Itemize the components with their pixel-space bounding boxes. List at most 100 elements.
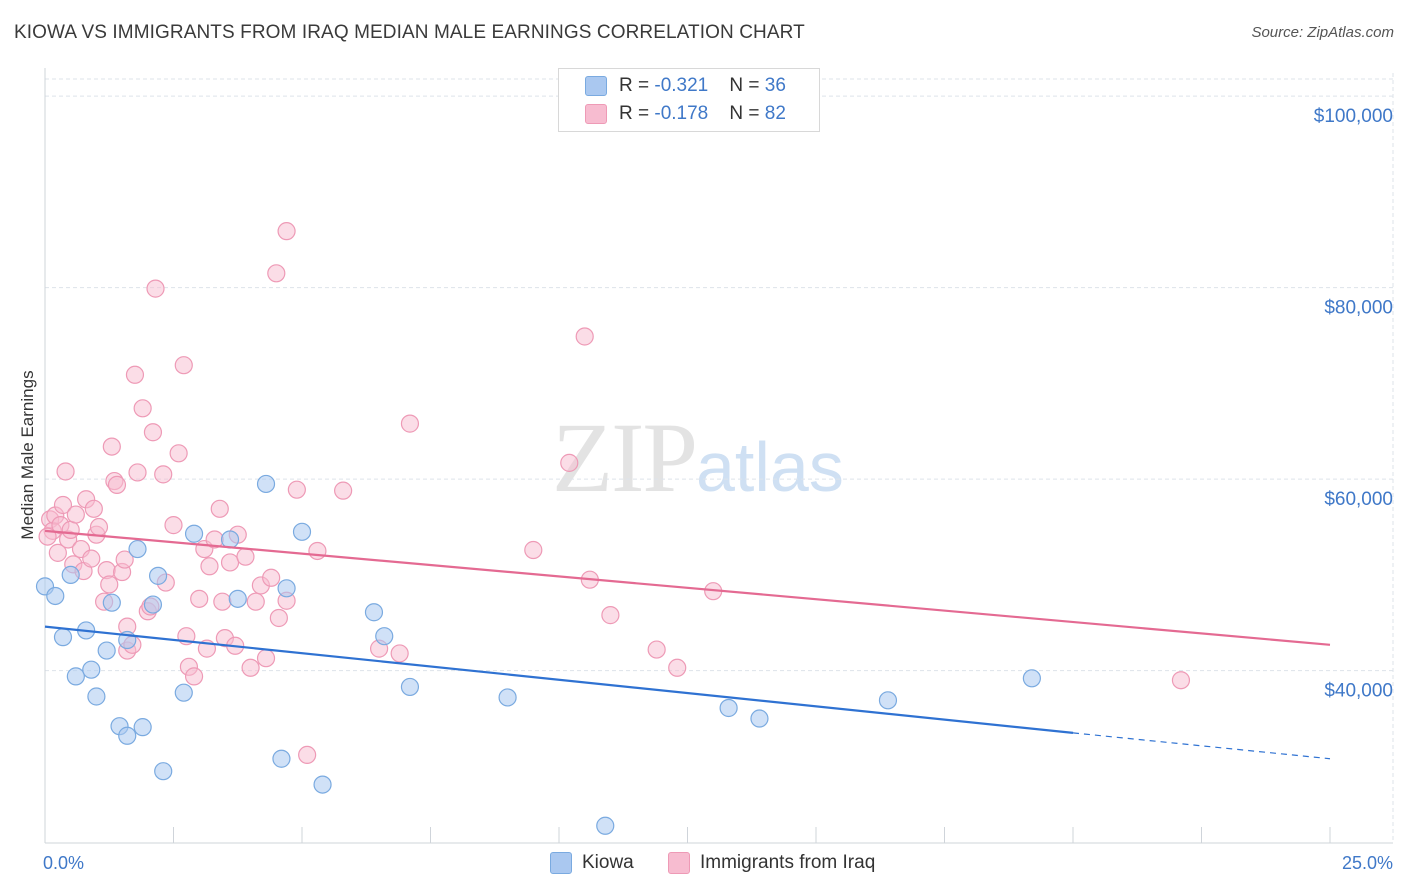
data-point-kiowa [498,688,517,707]
data-point-iraq [84,499,103,518]
data-point-iraq [400,414,420,433]
data-points [35,222,1191,835]
bottom-legend-label-iraq: Immigrants from Iraq [700,852,876,873]
data-point-kiowa [719,698,738,718]
data-point-kiowa [143,595,163,614]
data-point-iraq [66,505,85,524]
data-point-iraq [246,592,265,611]
y-tick-label: $60,000 [1324,489,1393,510]
data-point-kiowa [97,641,116,660]
data-point-iraq [298,745,317,765]
axis-labels: $40,000 $60,000 $80,000 $100,000 0.0% 25.0% Me… [18,106,1393,873]
data-point-iraq [241,658,260,677]
data-point-iraq [524,540,543,560]
data-point-kiowa [174,683,193,702]
data-point-iraq [184,667,204,686]
legend-swatch-iraq [585,104,607,124]
chart-title: KIOWA VS IMMIGRANTS FROM IRAQ MEDIAN MAL… [14,22,805,43]
y-tick-label: $80,000 [1324,298,1393,319]
data-point-kiowa [400,677,420,697]
data-point-kiowa [228,589,247,608]
legend-n-label: N = [729,103,765,124]
data-point-iraq [154,465,173,484]
data-point-iraq [220,553,240,572]
data-point-iraq [390,644,409,663]
axes [44,68,1393,844]
data-point-kiowa [148,566,168,585]
data-point-kiowa [750,709,769,728]
data-point-kiowa [256,474,276,494]
data-point-iraq [128,463,147,482]
data-point-kiowa [364,603,384,622]
data-point-iraq [262,568,281,587]
legend-r-label: R = [619,75,655,96]
watermark-atlas: atlas [696,428,844,506]
data-point-kiowa [128,539,147,559]
bottom-legend-swatch-kiowa [550,852,572,874]
trend-line-iraq [44,529,1331,646]
y-axis-label: Median Male Earnings [18,370,37,539]
data-point-iraq [308,541,327,561]
data-point-iraq [100,575,119,594]
data-point-kiowa [292,522,312,541]
data-point-kiowa [53,628,73,647]
correlation-legend: R = -0.321 N = 36 R = -0.178 N = 82 [558,68,820,132]
legend-r-value: -0.321 [654,75,709,96]
data-point-iraq [287,480,306,499]
legend-r-label: R = [619,103,655,124]
data-point-iraq [56,462,75,481]
legend-n-value: 82 [764,103,786,124]
data-point-iraq [1171,671,1191,690]
legend-n-label: N = [729,75,765,96]
data-point-kiowa [375,627,394,646]
trend-line-kiowa [44,625,1074,734]
legend-swatch-kiowa [585,76,607,96]
data-point-iraq [53,495,73,515]
data-point-iraq [236,547,255,566]
data-point-kiowa [1022,669,1041,688]
data-point-iraq [115,550,134,569]
data-point-iraq [133,399,152,418]
data-point-iraq [213,592,232,611]
x-tick-label: 0.0% [43,853,84,873]
data-point-iraq [146,279,165,298]
data-point-kiowa [313,775,332,794]
data-point-iraq [210,499,229,518]
data-point-iraq [190,589,209,608]
data-point-iraq [601,606,620,625]
data-point-kiowa [154,762,173,781]
gridlines [45,73,1394,843]
data-point-kiowa [878,691,898,710]
data-point-kiowa [277,579,296,598]
data-point-kiowa [87,687,106,706]
y-tick-label: $40,000 [1324,681,1393,702]
data-point-kiowa [272,749,291,768]
data-point-kiowa [118,726,137,745]
data-point-kiowa [66,667,85,686]
data-point-iraq [575,327,594,346]
data-point-iraq [174,356,193,375]
trend-line-extension-kiowa [1072,732,1331,760]
data-point-kiowa [184,524,204,543]
data-point-iraq [143,423,163,442]
bottom-legend-swatch-iraq [668,852,690,874]
legend-r-value: -0.178 [654,103,709,124]
data-point-iraq [169,444,188,463]
data-point-iraq [334,481,353,500]
data-point-kiowa [102,593,121,612]
data-point-iraq [125,365,145,384]
data-point-iraq [269,608,288,628]
legend-n-value: 36 [764,75,786,96]
data-point-iraq [668,658,687,677]
chart-source: Source: ZipAtlas.com [1251,24,1394,41]
data-point-kiowa [220,530,240,549]
data-point-kiowa [596,816,615,835]
data-point-kiowa [46,586,65,606]
x-tick-label: 25.0% [1342,853,1393,873]
data-point-kiowa [61,565,80,585]
data-point-iraq [102,437,121,456]
data-point-iraq [164,516,183,535]
data-point-iraq [107,475,127,494]
data-point-kiowa [133,718,152,737]
